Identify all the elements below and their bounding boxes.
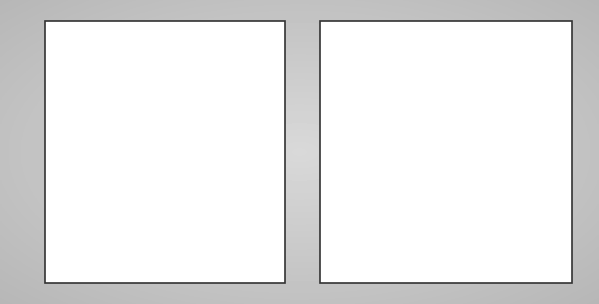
- Text: Vo: Vo: [61, 123, 76, 136]
- Text: 1: 1: [344, 95, 352, 107]
- Text: t (ºC): t (ºC): [241, 240, 271, 250]
- Text: 4: 4: [155, 240, 162, 250]
- Text: min: min: [64, 187, 83, 196]
- Text: 0: 0: [356, 242, 364, 252]
- Text: V: V: [78, 44, 89, 58]
- Text: V: V: [67, 174, 76, 187]
- Text: 4: 4: [435, 242, 442, 252]
- Text: d ( g / cm$^3$ ): d ( g / cm$^3$ ): [354, 39, 425, 59]
- Text: 0: 0: [80, 240, 87, 250]
- Text: t (ºC): t (ºC): [528, 242, 558, 252]
